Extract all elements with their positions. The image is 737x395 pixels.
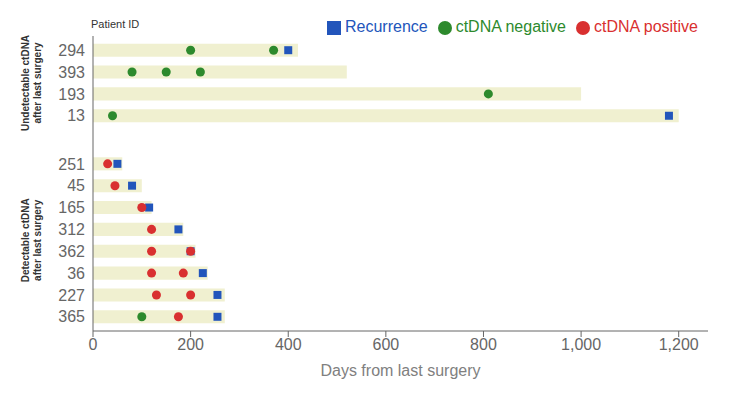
svg-text:45: 45: [67, 177, 85, 194]
svg-text:200: 200: [177, 336, 204, 353]
svg-text:Detectable ctDNAafter last sur: Detectable ctDNAafter last surgery: [20, 198, 43, 282]
svg-text:393: 393: [58, 64, 85, 81]
svg-text:Days from last surgery: Days from last surgery: [320, 362, 480, 379]
svg-text:0: 0: [89, 336, 98, 353]
svg-text:312: 312: [58, 221, 85, 238]
svg-text:36: 36: [67, 265, 85, 282]
svg-text:Patient ID: Patient ID: [91, 18, 139, 30]
svg-text:Undetectable ctDNAafter last s: Undetectable ctDNAafter last surgery: [20, 35, 43, 131]
svg-text:227: 227: [58, 287, 85, 304]
svg-text:365: 365: [58, 308, 85, 325]
svg-text:362: 362: [58, 243, 85, 260]
svg-text:294: 294: [58, 42, 85, 59]
svg-text:193: 193: [58, 86, 85, 103]
svg-text:165: 165: [58, 199, 85, 216]
svg-text:13: 13: [67, 107, 85, 124]
svg-text:251: 251: [58, 156, 85, 173]
svg-text:600: 600: [373, 336, 400, 353]
svg-text:1,000: 1,000: [561, 336, 601, 353]
svg-text:1,200: 1,200: [659, 336, 699, 353]
html-text:Recurrence: Recurrence: [345, 18, 428, 35]
html-text:ctDNA negative: ctDNA negative: [455, 18, 566, 35]
svg-text:400: 400: [275, 336, 302, 353]
html-text:ctDNA positive: ctDNA positive: [594, 18, 698, 35]
svg-text:800: 800: [470, 336, 497, 353]
